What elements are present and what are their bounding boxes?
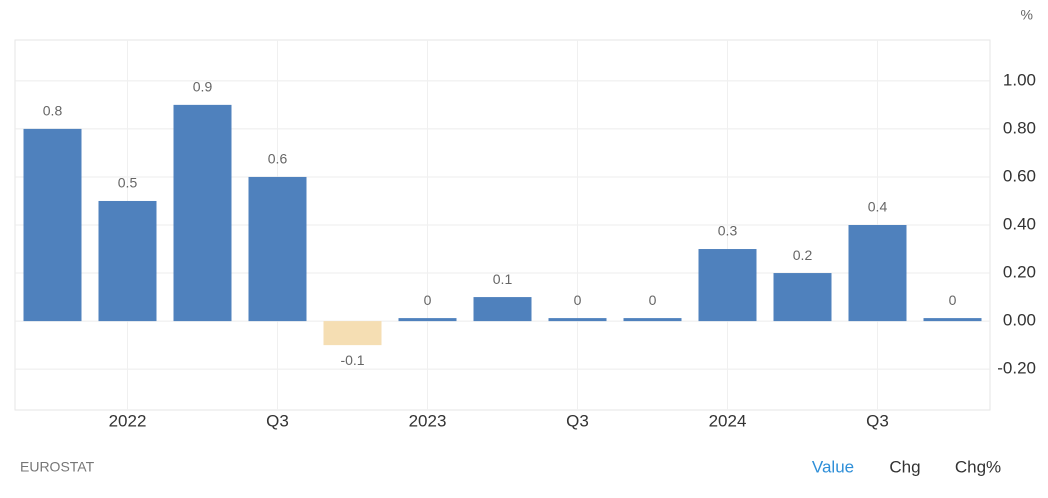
- y-tick-label: 0.00: [1003, 311, 1036, 330]
- bar: [398, 318, 457, 322]
- bar: [923, 318, 982, 322]
- value-label: 0.9: [193, 79, 213, 95]
- toggle-button[interactable]: Chg: [889, 457, 920, 476]
- x-tick-label: Q3: [566, 411, 589, 430]
- value-label: 0: [649, 292, 657, 308]
- bar: [548, 318, 607, 322]
- value-label: 0.2: [793, 247, 813, 263]
- bar: [248, 176, 307, 322]
- bar: [773, 273, 832, 322]
- value-label: 0.1: [493, 271, 513, 287]
- x-tick-label: 2024: [709, 411, 747, 430]
- value-label: 0: [574, 292, 582, 308]
- bar: [623, 318, 682, 322]
- x-tick-label: Q3: [266, 411, 289, 430]
- bar: [323, 321, 382, 346]
- value-label: 0.3: [718, 223, 738, 239]
- x-tick-label: Q3: [866, 411, 889, 430]
- value-label: -0.1: [340, 352, 364, 368]
- value-label: 0: [949, 292, 957, 308]
- bar: [23, 128, 82, 322]
- value-label: 0.5: [118, 175, 138, 191]
- toggle-button[interactable]: Chg%: [955, 457, 1001, 476]
- toggle-button[interactable]: Value: [812, 457, 854, 476]
- value-label: 0: [424, 292, 432, 308]
- source: EUROSTAT: [20, 459, 95, 475]
- bar: [848, 225, 907, 322]
- y-tick-label: 0.80: [1003, 118, 1036, 137]
- bar: [473, 297, 532, 322]
- x-tick-label: 2023: [409, 411, 447, 430]
- y-tick-label: 0.40: [1003, 214, 1036, 233]
- bar: [698, 249, 757, 322]
- y-tick-label: 1.00: [1003, 70, 1036, 89]
- bar: [98, 200, 157, 322]
- y-tick-label: -0.20: [997, 359, 1036, 378]
- y-tick-label: 0.60: [1003, 166, 1036, 185]
- value-label: 0.4: [868, 199, 888, 215]
- bar: [173, 104, 232, 322]
- y-tick-label: 0.20: [1003, 263, 1036, 282]
- x-tick-label: 2022: [109, 411, 147, 430]
- unit-label: %: [1021, 7, 1033, 23]
- value-label: 0.8: [43, 103, 63, 119]
- value-label: 0.6: [268, 151, 288, 167]
